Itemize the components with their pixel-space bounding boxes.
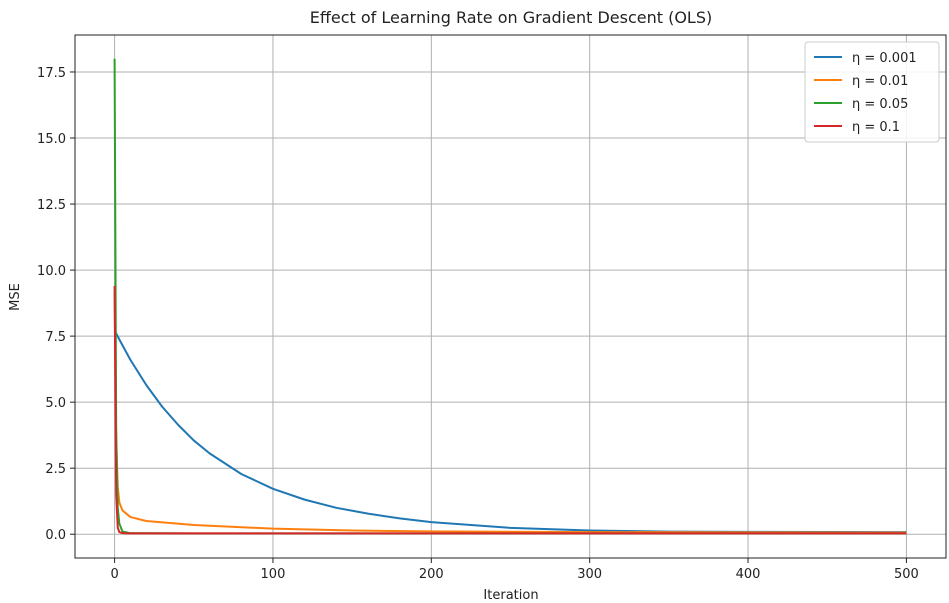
y-tick-label: 12.5	[37, 198, 66, 213]
legend-label: η = 0.01	[852, 74, 908, 89]
y-axis-label: MSE	[8, 283, 23, 311]
legend-box	[804, 41, 940, 143]
x-tick-label: 300	[577, 567, 602, 582]
x-tick-label: 500	[894, 567, 919, 582]
legend-label: η = 0.05	[852, 97, 908, 112]
y-tick-label: 10.0	[37, 264, 66, 279]
x-tick-label: 0	[110, 567, 118, 582]
y-tick-label: 7.5	[45, 330, 66, 345]
y-tick-label: 2.5	[45, 462, 66, 477]
x-tick-label: 100	[261, 567, 286, 582]
x-tick-label: 400	[736, 567, 761, 582]
legend: η = 0.001 η = 0.01 η = 0.05 η = 0.1	[804, 41, 940, 143]
x-tick-label: 200	[419, 567, 444, 582]
series-line-1	[113, 330, 907, 534]
y-tick-label: 17.5	[37, 66, 66, 81]
chart-title: Effect of Learning Rate on Gradient Desc…	[310, 8, 713, 27]
x-axis-ticks: 0 100 200 300 400 500	[110, 558, 919, 582]
series-layer	[113, 58, 907, 535]
x-axis-label: Iteration	[483, 588, 538, 603]
series-line-2	[113, 291, 907, 534]
y-tick-label: 15.0	[37, 132, 66, 147]
plot-frame	[74, 34, 947, 559]
legend-label: η = 0.1	[852, 120, 900, 135]
y-axis-ticks: 0.0 2.5 5.0 7.5 10.0 12.5 15.0 17.5	[37, 66, 75, 543]
legend-label: η = 0.001	[852, 51, 917, 66]
series-line-4	[113, 285, 907, 535]
y-tick-label: 5.0	[45, 396, 66, 411]
series-line-3	[113, 58, 907, 535]
y-tick-label: 0.0	[45, 528, 66, 543]
